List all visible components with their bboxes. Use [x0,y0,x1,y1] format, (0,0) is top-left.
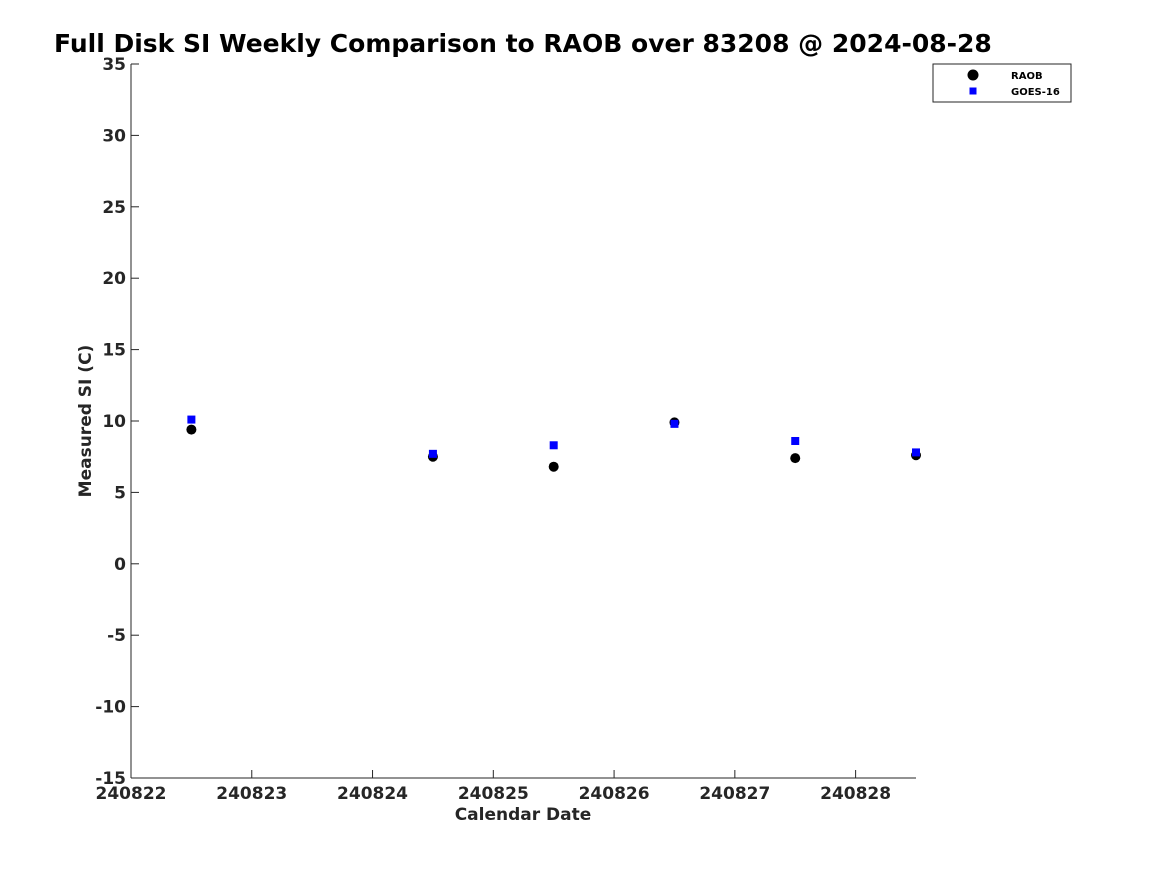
raob-point [186,424,197,435]
series-goes-16 [187,415,920,458]
chart-title: Full Disk SI Weekly Comparison to RAOB o… [54,29,992,58]
y-axis-label: Measured SI (C) [76,345,96,498]
goes-16-point [912,448,920,457]
raob-point [790,453,801,464]
axes [130,64,916,779]
legend-box [932,63,1072,103]
raob-point [548,461,559,472]
goes-16-point [791,436,800,445]
x-tick-label: 240822 [96,784,167,804]
legend-label: RAOB [1011,71,1043,82]
x-ticks: 240822 240823 240824 240825 240826 240827 2408… [96,770,891,804]
y-ticks: 35 30 25 20 15 10 5 0 -5 -10 -15 [95,55,139,789]
y-tick-label: 20 [102,269,126,289]
x-tick-label: 240828 [820,784,891,804]
data-points [186,415,921,472]
y-tick-label: 25 [102,198,126,218]
y-tick-label: -15 [95,769,126,789]
goes-16-point [549,441,558,450]
x-tick-label: 240827 [699,784,770,804]
y-tick-label: 30 [102,126,126,146]
legend: RAOB GOES-16 [932,63,1072,103]
y-tick-label: 10 [102,412,126,432]
y-tick-label: -5 [107,626,126,646]
x-tick-label: 240823 [216,784,287,804]
x-tick-label: 240825 [458,784,529,804]
y-tick-label: 15 [102,341,126,361]
legend-marker [967,69,979,81]
x-tick-label: 240824 [337,784,408,804]
goes-16-point [428,449,437,458]
x-tick-label: 240826 [579,784,650,804]
goes-16-point [187,415,196,424]
legend-marker [969,87,977,95]
x-axis-label: Calendar Date [455,805,592,825]
y-tick-label: 0 [114,555,126,575]
y-tick-label: -10 [95,698,126,718]
legend-label: GOES-16 [1011,87,1060,98]
y-tick-label: 5 [114,483,126,503]
goes-16-point [670,419,679,428]
y-tick-label: 35 [102,55,126,75]
